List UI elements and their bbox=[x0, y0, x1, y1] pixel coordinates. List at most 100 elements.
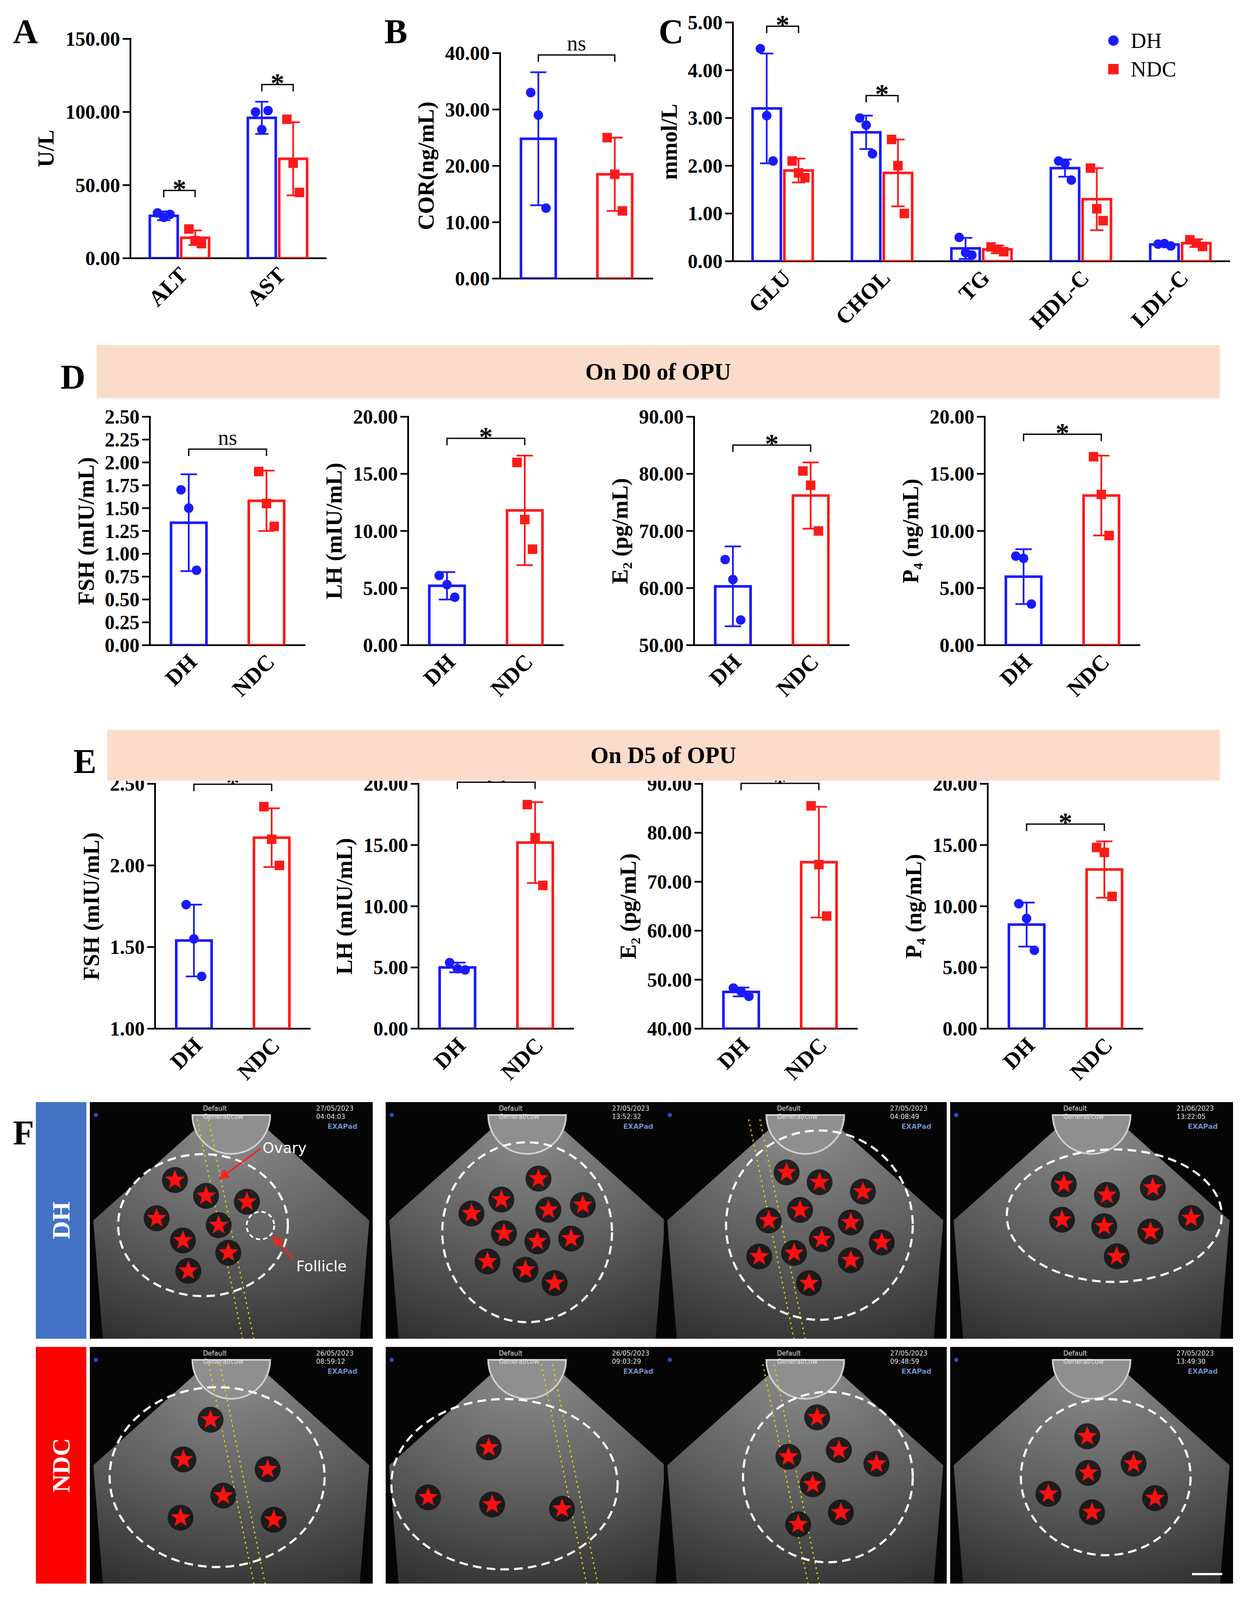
y-tick-label: 5.00 bbox=[942, 956, 978, 979]
follicle bbox=[458, 1200, 485, 1227]
significance-bracket bbox=[188, 449, 267, 457]
probe bbox=[766, 1115, 845, 1155]
error-bar bbox=[526, 802, 544, 884]
follicle-star bbox=[1106, 1246, 1127, 1265]
point bbox=[196, 971, 207, 982]
annotation: Follicle bbox=[296, 1257, 347, 1275]
follicle-star bbox=[515, 1259, 536, 1278]
y-tick bbox=[492, 221, 501, 224]
y-tick bbox=[122, 110, 131, 113]
follicle bbox=[808, 1226, 835, 1253]
follicle bbox=[1074, 1423, 1101, 1450]
follicle-star bbox=[461, 1203, 482, 1222]
follicle-star bbox=[829, 1439, 850, 1459]
point bbox=[1197, 241, 1208, 252]
follicle-star bbox=[1143, 1177, 1164, 1197]
follicle bbox=[1093, 1182, 1120, 1208]
point bbox=[735, 615, 746, 625]
device-brand: EXAPad bbox=[1187, 1367, 1218, 1376]
y-tick bbox=[686, 644, 695, 647]
follicle bbox=[804, 1404, 831, 1431]
bar bbox=[149, 215, 178, 259]
error-bar bbox=[185, 904, 203, 977]
bar bbox=[1082, 199, 1112, 262]
follicle-shadow bbox=[525, 1165, 552, 1192]
point bbox=[899, 208, 910, 219]
error-cap bbox=[516, 454, 533, 457]
y-tick bbox=[725, 21, 733, 24]
device-text: General/cow bbox=[498, 1112, 540, 1121]
y-tick-label: 0.00 bbox=[939, 634, 975, 657]
follicle-shadow bbox=[474, 1248, 501, 1275]
y-tick bbox=[725, 260, 733, 263]
legend-label: DH bbox=[1130, 28, 1162, 53]
y-axis-label: U/L bbox=[33, 129, 59, 168]
follicle-shadow bbox=[170, 1227, 197, 1254]
chart: 0.005.0010.0015.0020.00P₄ (ng/mL)DHNDC* bbox=[898, 405, 1141, 701]
follicle-shadow bbox=[260, 1506, 287, 1533]
image-background bbox=[89, 1347, 373, 1584]
significance: ns bbox=[188, 425, 267, 457]
point bbox=[538, 880, 548, 891]
device-text: Default bbox=[1063, 1349, 1088, 1358]
point bbox=[1026, 599, 1037, 609]
ultrasound-image: DefaultGeneral/cow27/05/202304:04:03EXAP… bbox=[89, 1102, 373, 1339]
y-tick bbox=[142, 507, 150, 510]
y-tick-label: 1.00 bbox=[687, 202, 723, 225]
device-brand: EXAPad bbox=[327, 1122, 358, 1131]
ultrasound-image: DefaultGeneral/cow26/05/202308:59:12EXAP… bbox=[89, 1347, 373, 1584]
point bbox=[1060, 158, 1070, 169]
y-tick bbox=[694, 979, 703, 981]
follicle-star bbox=[871, 1232, 892, 1251]
image-content bbox=[89, 1347, 373, 1584]
y-tick bbox=[142, 438, 150, 441]
guide-line bbox=[208, 1364, 254, 1584]
y-tick bbox=[142, 552, 150, 555]
y-tick-label: 2.25 bbox=[104, 428, 140, 451]
y-tick-label: 15.00 bbox=[932, 834, 978, 857]
follicle bbox=[1078, 1499, 1105, 1526]
follicle-star bbox=[1145, 1487, 1166, 1507]
image-background bbox=[663, 1102, 947, 1339]
significance-label: * bbox=[764, 428, 779, 460]
follicle-shadow bbox=[197, 1407, 224, 1434]
y-axis bbox=[499, 52, 501, 280]
y-tick-label: 70.00 bbox=[639, 520, 685, 543]
y-tick-label: 10.00 bbox=[363, 895, 409, 918]
x-tick-label: GLU bbox=[743, 265, 796, 318]
follicle-star bbox=[788, 1514, 809, 1533]
follicle bbox=[1075, 1460, 1102, 1487]
annotation: Ovary bbox=[262, 1139, 307, 1157]
follicle-star bbox=[1140, 1221, 1161, 1240]
y-tick-label: 100.00 bbox=[65, 101, 121, 124]
point bbox=[1088, 452, 1099, 462]
guide-line bbox=[197, 1119, 243, 1339]
follicle bbox=[193, 1182, 219, 1209]
follicle-shadow bbox=[205, 1212, 232, 1239]
follicle-shadow bbox=[799, 1471, 826, 1498]
y-axis-label: E₂ (pg/mL) bbox=[607, 478, 633, 584]
ovary-outline bbox=[1020, 1399, 1191, 1556]
point bbox=[798, 466, 808, 476]
x-tick-label: DH bbox=[428, 1032, 470, 1074]
y-tick-label: 3.00 bbox=[687, 107, 723, 130]
point bbox=[512, 457, 522, 468]
follicle bbox=[548, 1496, 575, 1522]
x-tick-label: DH bbox=[704, 649, 746, 691]
scan-fan bbox=[953, 1372, 1230, 1584]
y-tick bbox=[142, 621, 150, 624]
point bbox=[165, 209, 175, 219]
probe bbox=[192, 1115, 271, 1155]
y-tick bbox=[976, 644, 985, 647]
image-content bbox=[663, 1347, 947, 1584]
marks bbox=[176, 802, 290, 1029]
device-time: 08:59:12 bbox=[316, 1357, 346, 1366]
y-tick-label: 15.00 bbox=[363, 834, 409, 857]
point bbox=[1104, 530, 1114, 541]
image-row: DHDefaultGeneral/cow27/05/202304:04:03EX… bbox=[35, 1102, 1234, 1339]
y-tick bbox=[142, 484, 150, 487]
follicle bbox=[205, 1212, 232, 1239]
y-tick bbox=[400, 644, 409, 647]
follicle-star bbox=[790, 1199, 811, 1219]
y-tick-label: 2.00 bbox=[104, 451, 140, 474]
